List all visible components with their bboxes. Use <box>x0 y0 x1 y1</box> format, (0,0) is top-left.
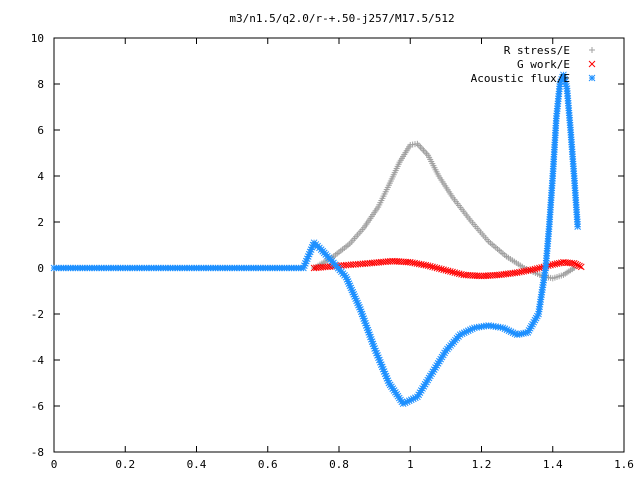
x-tick-label: 1.4 <box>543 458 563 471</box>
y-tick-label: -6 <box>31 400 44 413</box>
x-tick-label: 0.8 <box>329 458 349 471</box>
y-tick-label: 10 <box>31 32 44 45</box>
x-tick-label: 0.6 <box>258 458 278 471</box>
x-tick-label: 0.4 <box>187 458 207 471</box>
legend-label: Acoustic flux/E <box>471 72 570 85</box>
legend-marker <box>588 60 596 68</box>
series-2 <box>50 71 582 408</box>
data-point <box>439 351 447 359</box>
x-tick-label: 0.2 <box>115 458 135 471</box>
y-tick-label: -8 <box>31 446 44 459</box>
x-tick-label: 1.2 <box>472 458 492 471</box>
plot-frame <box>53 37 625 453</box>
data-point <box>576 262 583 270</box>
y-tick-label: 4 <box>37 170 44 183</box>
y-tick-label: 2 <box>37 216 44 229</box>
series-0 <box>311 140 578 282</box>
x-tick-label: 1.6 <box>614 458 634 471</box>
legend-marker <box>588 74 596 82</box>
y-tick-label: 6 <box>37 124 44 137</box>
x-tick-label: 1 <box>407 458 414 471</box>
data-point <box>568 259 576 267</box>
y-tick-label: -4 <box>31 354 45 367</box>
data-point <box>577 263 585 271</box>
x-tick-label: 0 <box>51 458 58 471</box>
data-point <box>570 260 578 267</box>
series-layer <box>50 71 585 408</box>
chart-title: m3/n1.5/q2.0/r-+.50-j257/M17.5/512 <box>229 12 454 25</box>
legend-label: G work/E <box>517 58 570 71</box>
data-point <box>574 223 582 230</box>
y-tick-label: -2 <box>31 308 44 321</box>
legend-label: R stress/E <box>504 44 570 57</box>
y-tick-label: 0 <box>37 262 44 275</box>
axis-ticks: 0 0.2 0.4 0.6 0.8 1 1.2 1.4 1.6 -8 -6 -4 -2 0 2 4 6 8 10 <box>31 32 634 471</box>
legend-marker <box>589 47 595 53</box>
data-point <box>572 260 580 268</box>
data-point <box>574 261 582 269</box>
y-tick-label: 8 <box>37 78 44 91</box>
